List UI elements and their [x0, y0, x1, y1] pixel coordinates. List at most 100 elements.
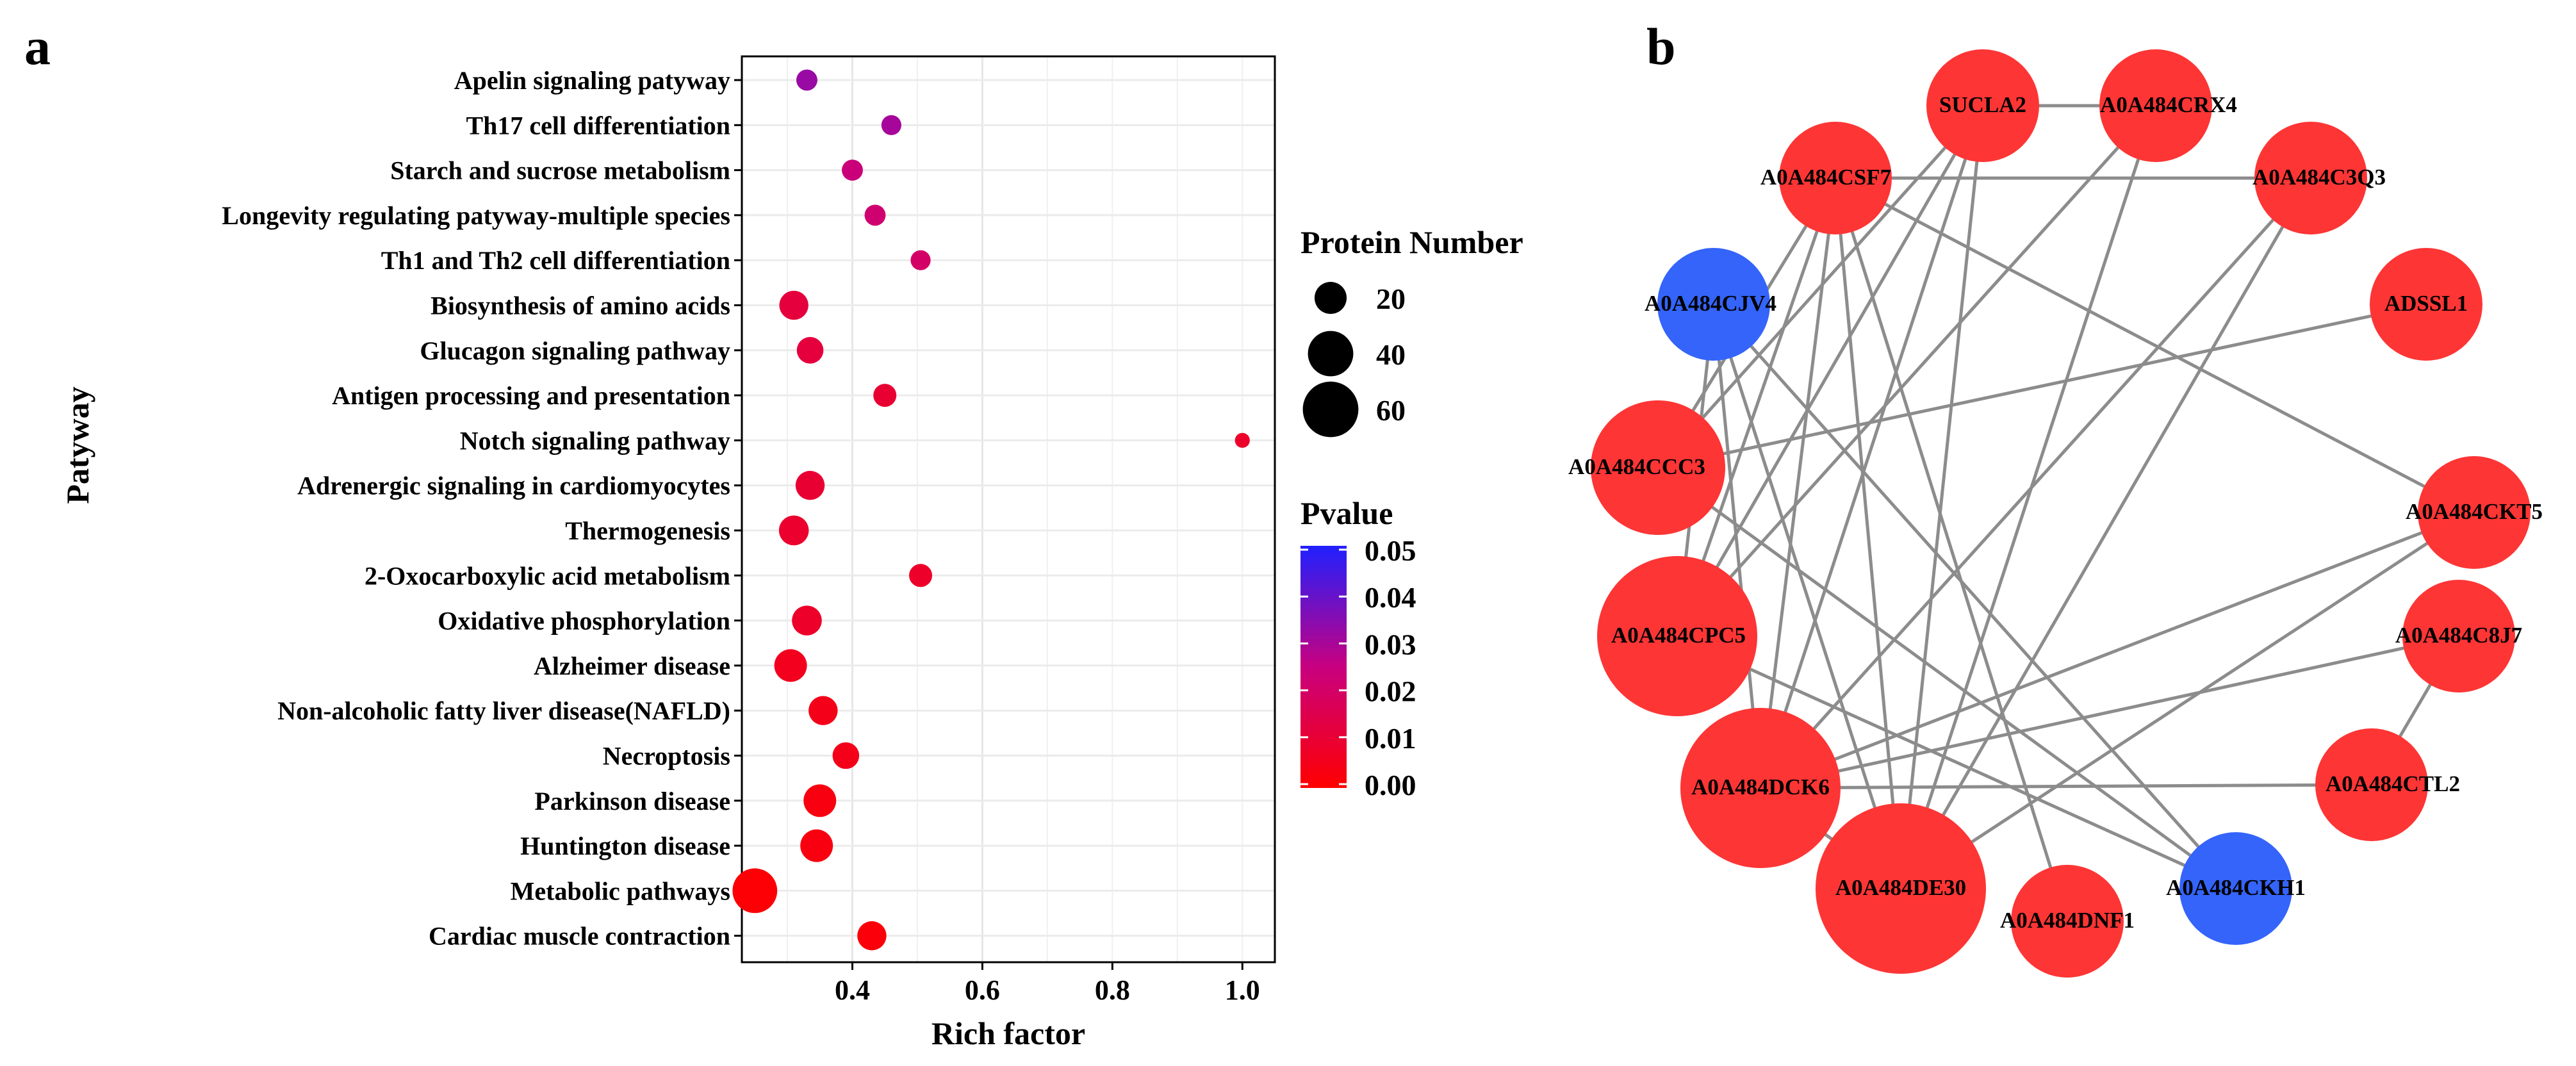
- network-edges: [1656, 104, 2475, 922]
- x-tick-label: 0.8: [1095, 974, 1130, 1006]
- network-node: [1926, 49, 2039, 162]
- color-legend-label: 0.05: [1365, 534, 1416, 567]
- data-point: [857, 921, 887, 951]
- y-axis: Apelin signaling patyway Th17 cell differ…: [222, 66, 742, 951]
- data-point: [795, 471, 825, 500]
- network-node-label: A0A484CJV4: [1645, 291, 1776, 316]
- color-legend-ticks: 0.05 0.04 0.03 0.02 0.01 0.00: [1300, 534, 1416, 801]
- y-tick-label: Biosynthesis of amino acids: [431, 291, 730, 320]
- size-legend-dot: [1314, 281, 1347, 315]
- network-edge: [1676, 104, 2157, 637]
- network-edge: [1712, 304, 1762, 789]
- network-node: [1680, 708, 1841, 868]
- network-node-label: A0A484DE30: [1835, 875, 1966, 900]
- data-point: [881, 115, 901, 135]
- network-edge: [1675, 177, 1837, 637]
- bubble-chart: Apelin signaling patyway Th17 cell differ…: [60, 55, 1276, 1051]
- data-point: [796, 69, 817, 91]
- data-point: [803, 784, 837, 817]
- color-legend: Pvalue 0.05 0.04 0.03 0.02 0.01 0.00: [1300, 495, 1416, 801]
- network-node-label: SUCLA2: [1939, 92, 2026, 117]
- network-edge: [1834, 177, 2069, 922]
- y-tick-label: 2-Oxocarboxylic acid metabolism: [365, 561, 730, 590]
- network-node: [1591, 400, 1725, 535]
- network-node-label: A0A484C8J7: [2395, 623, 2522, 648]
- panel-label-a: a: [24, 17, 51, 76]
- network-node-label: A0A484CKT5: [2406, 499, 2543, 524]
- data-point: [778, 515, 809, 546]
- y-tick-label: Thermogenesis: [565, 516, 730, 545]
- color-legend-label: 0.03: [1365, 628, 1416, 660]
- network-node-label: A0A484CPC5: [1611, 623, 1746, 648]
- x-tick-label: 0.4: [835, 974, 870, 1006]
- network-edge: [1834, 177, 1903, 889]
- x-tick-label: 0.6: [965, 974, 1000, 1006]
- x-tick-label: 1.0: [1225, 974, 1260, 1006]
- network-edge: [1712, 304, 1903, 889]
- network-node-label: A0A484DCK6: [1691, 775, 1830, 800]
- size-legend: Protein Number 20 40 60: [1300, 224, 1523, 438]
- network-node-label: A0A484CRX4: [2100, 92, 2237, 117]
- size-legend-label: 40: [1376, 338, 1406, 371]
- data-point: [796, 337, 824, 364]
- network-node: [1597, 556, 1757, 716]
- network-edge: [1712, 303, 2237, 890]
- size-legend-dot: [1308, 331, 1354, 377]
- network-edge: [1760, 783, 2372, 790]
- y-tick-label: Apelin signaling patyway: [454, 66, 730, 95]
- network-node-label: A0A484CTL2: [2326, 771, 2460, 796]
- size-legend-items: 20 40 60: [1302, 281, 1406, 438]
- y-tick-label: Parkinson disease: [534, 787, 730, 816]
- data-point: [732, 868, 778, 914]
- data-point: [864, 204, 886, 226]
- network-node: [2254, 122, 2367, 234]
- y-tick-label: Antigen processing and presentation: [332, 381, 730, 410]
- data-point: [842, 160, 863, 181]
- network-edge: [1657, 466, 2237, 890]
- y-tick-label: Cardiac muscle contraction: [429, 922, 730, 951]
- data-point: [832, 742, 860, 769]
- y-tick-label: Glucagon signaling pathway: [420, 336, 730, 365]
- network-edge: [1760, 634, 2459, 790]
- data-point: [873, 384, 897, 407]
- y-tick-label: Notch signaling pathway: [460, 426, 730, 455]
- network-edge: [1675, 104, 1985, 637]
- y-tick-label: Starch and sucrose metabolism: [390, 156, 730, 185]
- y-tick-label: Oxidative phosphorylation: [438, 607, 730, 636]
- network-node: [1779, 122, 1892, 234]
- x-axis-title: Rich factor: [931, 1015, 1085, 1051]
- color-bar: [1300, 546, 1347, 788]
- network-nodes: [1591, 49, 2531, 978]
- network-node: [2099, 49, 2212, 162]
- color-legend-label: 0.00: [1365, 769, 1416, 801]
- plot-border: [741, 55, 1276, 964]
- network-edge: [1760, 511, 2475, 790]
- color-legend-title: Pvalue: [1300, 495, 1393, 531]
- network-node-label: A0A484CKH1: [2166, 875, 2306, 900]
- network-node: [2370, 248, 2482, 361]
- size-legend-title: Protein Number: [1300, 224, 1523, 260]
- network-edge: [1759, 177, 1837, 789]
- network-node-label: A0A484CCC3: [1568, 454, 1705, 479]
- size-legend-label: 60: [1376, 394, 1406, 427]
- network-edge: [1899, 177, 2313, 890]
- y-axis-title: Patyway: [60, 386, 95, 504]
- size-legend-dot: [1302, 381, 1359, 438]
- color-legend-label: 0.01: [1365, 722, 1416, 755]
- data-point: [779, 290, 808, 320]
- y-tick-label: Huntington disease: [520, 832, 730, 860]
- network-node: [2315, 728, 2428, 841]
- network-node-label: A0A484CSF7: [1760, 165, 1891, 190]
- data-point: [792, 605, 822, 636]
- data-point: [774, 649, 807, 682]
- y-tick-label: Non-alcoholic fatty liver disease(NAFLD): [277, 696, 730, 725]
- network-node: [1816, 803, 1986, 974]
- network-edge: [1834, 176, 2475, 514]
- data-point: [800, 829, 833, 862]
- network-edge: [1759, 177, 2312, 789]
- color-legend-label: 0.04: [1365, 581, 1416, 614]
- network-node: [1657, 248, 1770, 361]
- x-axis: 0.4 0.6 0.8 1.0: [835, 962, 1260, 1006]
- y-tick-label: Adrenergic signaling in cardiomyocytes: [297, 472, 730, 500]
